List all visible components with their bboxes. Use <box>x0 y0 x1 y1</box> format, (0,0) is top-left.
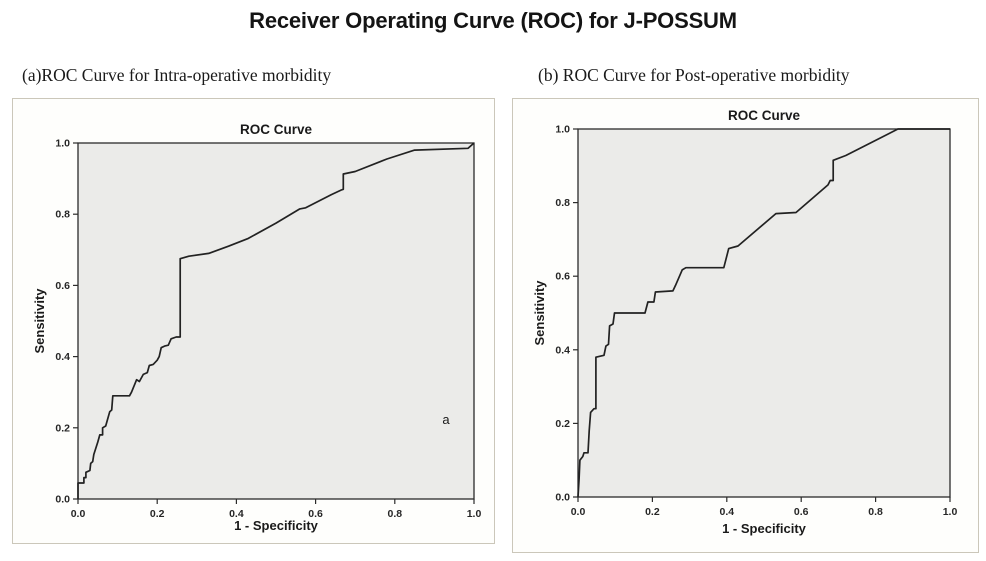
y-tick-label: 1.0 <box>55 138 70 150</box>
x-tick-label: 0.0 <box>571 506 586 518</box>
y-tick-label: 0.0 <box>55 494 70 506</box>
x-tick-label: 0.8 <box>387 508 402 520</box>
panel-a-intraoperative: ROC Curve 0.0 0.2 0.4 0.6 0.8 1.0 0.0 0.2 0.4 0.6 0… <box>12 98 495 544</box>
roc-curve <box>577 128 950 498</box>
x-tick-label: 1.0 <box>467 508 482 520</box>
x-tick-label: 0.8 <box>868 506 883 518</box>
y-tick-label: 0.4 <box>555 344 570 356</box>
x-tick-label: 1.0 <box>943 506 958 518</box>
roc-chart-postoperative: ROC Curve 0.0 0.2 0.4 0.6 0.8 1.0 0.0 0.2 0.4 0.6 0… <box>532 108 958 536</box>
chart-title: ROC Curve <box>240 122 313 137</box>
panel-a-subtitle: (a)ROC Curve for Intra-operative morbidi… <box>22 65 332 85</box>
x-tick-label: 0.0 <box>71 508 86 520</box>
x-axis-label: 1 - Specificity <box>234 518 319 533</box>
plot-area <box>77 142 475 500</box>
y-axis-label: Sensitivity <box>32 288 47 354</box>
y-axis-label: Sensitivity <box>532 280 547 346</box>
x-axis-label: 1 - Specificity <box>722 521 807 536</box>
x-tick-label: 0.4 <box>229 508 244 520</box>
chart-title: ROC Curve <box>728 108 801 123</box>
y-tick-label: 0.2 <box>55 422 70 434</box>
y-tick-label: 0.8 <box>555 197 570 209</box>
y-tick-label: 0.6 <box>555 271 570 283</box>
x-tick-label: 0.2 <box>645 506 660 518</box>
y-tick-label: 0.0 <box>555 492 570 504</box>
roc-chart-intraoperative: ROC Curve 0.0 0.2 0.4 0.6 0.8 1.0 0.0 0.2 0.4 0.6 0… <box>32 122 482 533</box>
y-tick-label: 0.2 <box>555 418 570 430</box>
x-tick-label: 0.6 <box>794 506 809 518</box>
x-tick-label: 0.6 <box>308 508 323 520</box>
roc-curve <box>77 142 475 499</box>
y-tick-label: 1.0 <box>555 124 570 136</box>
x-tick-label: 0.4 <box>719 506 734 518</box>
y-tick-label: 0.6 <box>55 280 70 292</box>
figure-title: Receiver Operating Curve (ROC) for J-POS… <box>249 8 737 33</box>
x-tick-label: 0.2 <box>150 508 165 520</box>
panel-b-postoperative: ROC Curve 0.0 0.2 0.4 0.6 0.8 1.0 0.0 0.2 0.4 0.6 0… <box>512 98 979 553</box>
plot-annotation: a <box>442 412 450 427</box>
panel-b-subtitle: (b) ROC Curve for Post-operative morbidi… <box>538 65 850 85</box>
y-tick-label: 0.8 <box>55 209 70 221</box>
y-tick-label: 0.4 <box>55 351 70 363</box>
